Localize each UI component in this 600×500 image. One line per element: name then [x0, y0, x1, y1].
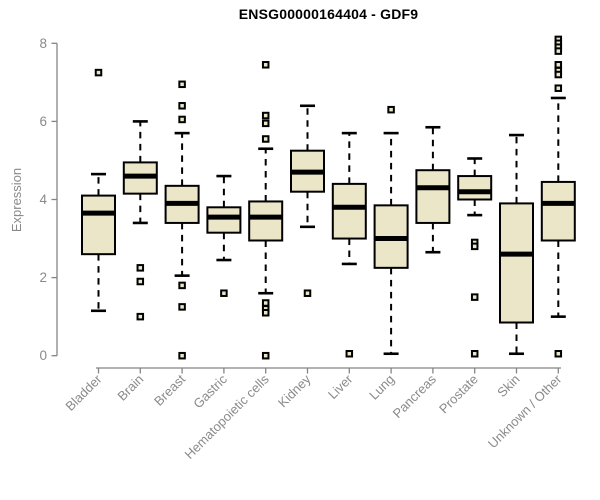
x-category-label: Prostate: [436, 372, 481, 417]
y-tick-label: 2: [39, 270, 47, 285]
outlier-point: [554, 47, 563, 55]
outlier-point: [554, 84, 563, 92]
x-category-label: Unknown / Other: [485, 371, 565, 451]
outlier-point: [470, 242, 479, 251]
outlier-point: [178, 115, 186, 124]
x-category-label: Kidney: [275, 371, 314, 410]
outlier-point: [178, 351, 186, 360]
outlier-point: [387, 105, 395, 114]
x-category-label: Skin: [494, 372, 522, 400]
outlier-point: [261, 119, 270, 128]
iqr-box: [540, 180, 576, 242]
outlier-point: [554, 349, 563, 358]
outlier-point: [261, 299, 270, 307]
outlier-point: [178, 303, 186, 311]
iqr-box: [499, 202, 534, 324]
x-category-label: Brain: [114, 372, 146, 404]
outlier-point: [94, 68, 103, 77]
iqr-box: [81, 194, 116, 256]
x-category-label: Lung: [366, 372, 397, 403]
outlier-point: [261, 61, 270, 69]
outlier-point: [261, 351, 270, 360]
outlier-point: [554, 61, 563, 69]
outlier-point: [261, 308, 270, 317]
y-tick-label: 4: [39, 192, 47, 207]
iqr-box: [248, 200, 284, 242]
y-axis-label: Expression: [9, 167, 24, 233]
iqr-box: [415, 169, 451, 224]
x-category-label: Gastric: [190, 371, 230, 411]
y-tick-label: 0: [39, 348, 47, 363]
outlier-point: [136, 312, 145, 321]
chart-title: ENSG00000164404 - GDF9: [238, 6, 419, 22]
outlier-point: [345, 349, 354, 358]
outlier-point: [136, 277, 145, 286]
outlier-point: [178, 102, 186, 110]
outlier-point: [220, 289, 228, 297]
iqr-box: [457, 175, 493, 201]
y-tick-label: 6: [39, 114, 47, 129]
iqr-box: [331, 182, 367, 240]
y-tick-label: 8: [39, 36, 47, 51]
iqr-box: [206, 206, 242, 234]
x-category-label: Breast: [151, 371, 188, 408]
outlier-point: [178, 281, 186, 290]
outlier-point: [136, 264, 145, 272]
x-category-label: Bladder: [62, 371, 105, 414]
outlier-point: [178, 80, 186, 89]
outlier-point: [554, 70, 563, 79]
x-category-label: Liver: [325, 371, 356, 402]
outlier-point: [261, 111, 270, 120]
x-category-label: Pancreas: [390, 371, 440, 421]
outlier-point: [261, 135, 270, 143]
outlier-point: [470, 293, 479, 301]
outlier-point: [303, 289, 312, 297]
outlier-point: [470, 349, 479, 358]
